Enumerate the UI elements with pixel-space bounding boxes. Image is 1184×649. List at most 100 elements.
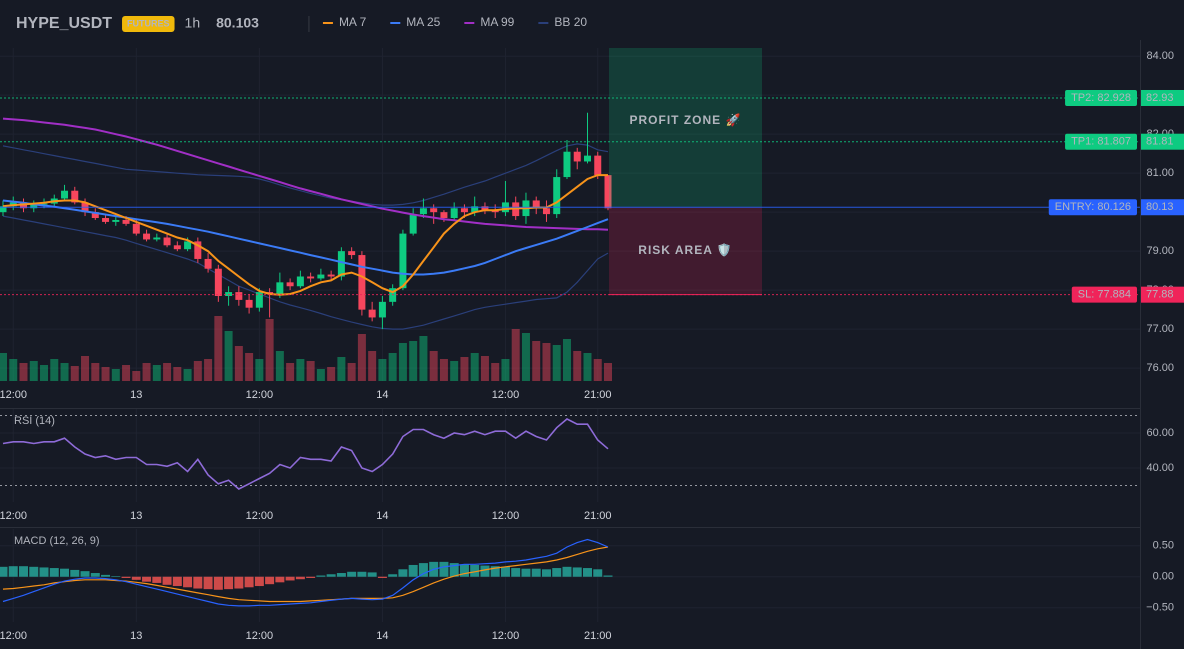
candle-body	[71, 190, 79, 203]
x-tick-label: 12:00	[492, 389, 520, 401]
histogram-bar	[377, 576, 387, 578]
volume-bar	[70, 366, 79, 381]
volume-bar	[450, 361, 459, 381]
volume-bar	[111, 369, 120, 381]
y-tick-label: 79.00	[1146, 245, 1174, 257]
histogram-bar	[60, 568, 70, 577]
volume-bar	[122, 365, 131, 381]
histogram-bar	[388, 574, 398, 577]
candle-body	[430, 208, 438, 213]
candle-body	[112, 219, 120, 222]
y-tick-label: −0.50	[1146, 602, 1174, 614]
histogram-bar	[244, 576, 254, 588]
candle-body	[573, 151, 581, 162]
volume-bar	[532, 341, 541, 381]
histogram-bar	[39, 567, 49, 577]
band-line	[2, 143, 609, 206]
interval: 1h	[185, 15, 201, 31]
signal-line	[2, 546, 609, 603]
candle-body	[532, 200, 540, 209]
x-tick-label: 12:00	[0, 630, 27, 642]
histogram-bar	[90, 573, 100, 577]
level-axis-box	[1141, 89, 1184, 106]
volume-bar	[378, 359, 387, 381]
futures-badge	[122, 16, 175, 32]
histogram-bar	[562, 566, 572, 577]
volume-bar	[583, 353, 592, 381]
volume-bar	[19, 363, 28, 381]
panel-title: RSI (14)	[14, 415, 55, 427]
level-label: TP1: 81.807	[1071, 136, 1131, 148]
candle-body	[481, 206, 489, 211]
candle-body	[163, 237, 171, 246]
histogram-bar	[490, 566, 500, 577]
candle-body	[337, 251, 345, 277]
volume-bar	[306, 361, 315, 381]
candle-body	[286, 282, 294, 287]
volume-bar	[429, 351, 438, 381]
x-tick-label: 13	[130, 389, 142, 401]
volume-bar	[552, 345, 561, 381]
candle-body	[409, 214, 417, 234]
volume-bar	[265, 319, 274, 381]
risk-zone-label: RISK AREA 🛡️	[638, 243, 732, 257]
volume-bar	[562, 339, 571, 381]
candle-body	[61, 190, 69, 199]
volume-bar	[91, 363, 100, 381]
x-tick-label: 14	[376, 510, 388, 522]
candle-body	[214, 268, 222, 296]
histogram-bar	[511, 568, 521, 577]
legend-label: MA 99	[480, 15, 514, 29]
candle-body	[225, 292, 233, 296]
candle-body	[419, 208, 427, 215]
histogram-bar	[439, 561, 449, 577]
candle-body	[40, 203, 48, 205]
candle-body	[327, 274, 335, 277]
candle-body	[471, 206, 479, 213]
x-tick-label: 12:00	[492, 510, 520, 522]
x-tick-label: 12:00	[0, 389, 27, 401]
level-axis-label: 80.13	[1146, 201, 1174, 213]
candle-body	[378, 301, 386, 318]
legend-label: MA 7	[339, 15, 367, 29]
histogram-bar	[552, 568, 562, 577]
histogram-bar	[111, 576, 121, 577]
candle-body	[143, 233, 151, 240]
histogram-bar	[367, 572, 377, 577]
volume-bar	[337, 357, 346, 381]
x-tick-label: 12:00	[246, 630, 274, 642]
histogram-bar	[541, 569, 551, 577]
x-tick-label: 12:00	[492, 630, 520, 642]
volume-bar	[214, 316, 223, 381]
x-tick-label: 14	[376, 630, 388, 642]
y-tick-label: 40.00	[1146, 462, 1174, 474]
volume-bar	[296, 359, 305, 381]
symbol-title: HYPE_USDT	[16, 15, 112, 32]
candle-body	[368, 309, 376, 318]
volume-bar	[132, 371, 141, 381]
profit-zone	[609, 48, 762, 208]
volume-bar	[152, 365, 161, 381]
volume-bar	[347, 363, 356, 381]
y-tick-label: 84.00	[1146, 50, 1174, 62]
histogram-bar	[203, 576, 213, 590]
level-label-box	[1065, 133, 1137, 150]
x-tick-label: 21:00	[584, 389, 612, 401]
histogram-bar	[224, 576, 234, 590]
candle-body	[348, 251, 356, 256]
histogram-bar	[142, 576, 152, 582]
histogram-bar	[213, 576, 223, 590]
histogram-bar	[398, 569, 408, 577]
volume-bar	[255, 359, 264, 381]
histogram-bar	[295, 576, 305, 580]
histogram-bar	[357, 571, 367, 577]
histogram-bar	[603, 575, 613, 577]
histogram-bar	[326, 574, 336, 577]
band-line	[2, 215, 609, 330]
level-label-box	[1065, 89, 1137, 106]
histogram-bar	[234, 576, 244, 589]
volume-bar	[286, 363, 295, 381]
x-tick-label: 12:00	[246, 510, 274, 522]
y-tick-label: 0.00	[1153, 571, 1174, 583]
moving-average-line	[2, 117, 609, 231]
